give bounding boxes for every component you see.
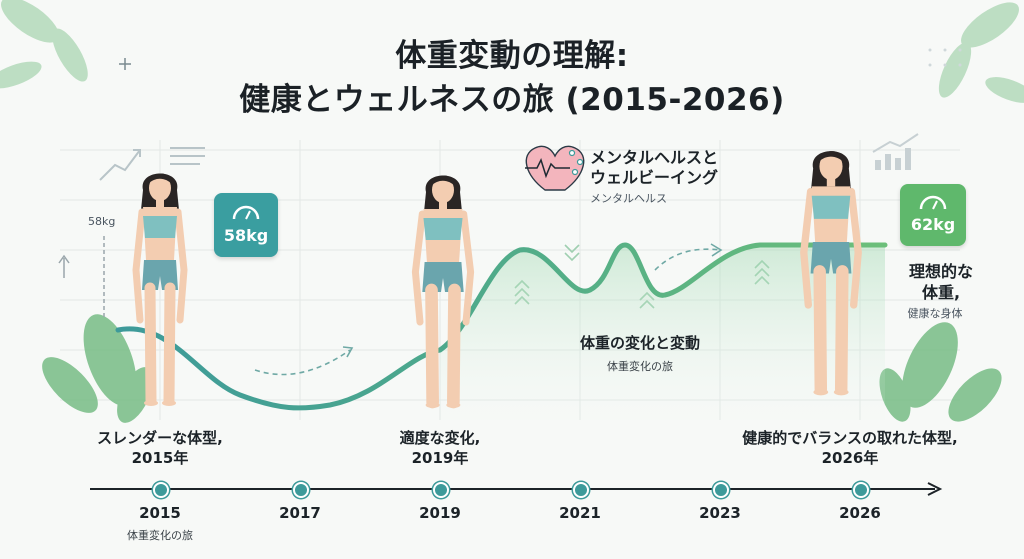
ideal-weight-line2: 体重, <box>921 283 961 302</box>
trend-chart-icon-left <box>99 149 141 181</box>
heart-brain-icon <box>525 145 585 191</box>
figure-caption-2015-line2: 2015年 <box>131 449 189 467</box>
timeline-year-2017: 2017 <box>279 504 321 522</box>
timeline-year-2019: 2019 <box>419 504 461 522</box>
wellbeing-title-line1: メンタルヘルスと <box>590 148 719 167</box>
figure-caption-2019-line1: 適度な変化, <box>399 429 481 447</box>
weight-badge-text: 58kg <box>223 226 269 245</box>
timeline-dot-2015 <box>153 482 169 498</box>
wellbeing-title-line2: ウェルビーイング <box>590 168 719 187</box>
left-axis-weight-label: 58kg <box>88 215 116 228</box>
scale-gauge-icon <box>919 195 947 210</box>
figure-caption-2015-line1: スレンダーな体型, <box>97 429 223 447</box>
wellbeing-subtitle: メンタルヘルス <box>590 192 667 205</box>
scale-badge-62kg: 62kg <box>900 184 966 246</box>
weight-curve <box>115 242 888 411</box>
page-title-line2: 健康とウェルネスの旅 (2015-2026) <box>239 82 785 118</box>
timeline-first-subtitle: 体重変化の旅 <box>127 529 193 542</box>
weight-area <box>440 245 885 420</box>
scale-badge-58kg: 58kg <box>214 193 278 257</box>
ideal-weight-line1: 理想的な <box>908 262 973 281</box>
figure-2026 <box>800 151 862 396</box>
leaf-decoration-top-right-icon <box>938 2 1024 103</box>
timeline-dot-2026 <box>853 482 869 498</box>
figure-2019 <box>411 175 475 409</box>
figure-caption-2026-line1: 健康的でバランスの取れた体型, <box>742 429 958 447</box>
scale-gauge-icon <box>232 205 260 220</box>
figure-caption-2019-line2: 2019年 <box>411 449 469 467</box>
leaf-decoration-bottom-right-icon <box>879 322 1002 422</box>
timeline-dot-2023 <box>713 482 729 498</box>
dot-grid-icon <box>928 48 962 67</box>
timeline-year-2023: 2023 <box>699 504 741 522</box>
page-title-line1: 体重変動の理解: <box>395 38 629 74</box>
timeline-dot-2017 <box>293 482 309 498</box>
weight-badge-text: 62kg <box>910 215 956 234</box>
timeline-arrow-icon <box>927 482 943 496</box>
timeline-year-2026: 2026 <box>839 504 881 522</box>
list-lines-icon <box>170 147 205 165</box>
left-mini-axis <box>58 236 105 320</box>
sparkle-icon <box>119 58 131 70</box>
fluctuation-title: 体重の変化と変動 <box>579 334 700 352</box>
figure-caption-2026-line2: 2026年 <box>821 449 879 467</box>
timeline-year-2021: 2021 <box>559 504 601 522</box>
ideal-weight-subtitle: 健康な身体 <box>907 307 963 320</box>
progress-arrows <box>254 243 723 376</box>
timeline-dot-2021 <box>573 482 589 498</box>
timeline-dot-2019 <box>433 482 449 498</box>
figure-2015 <box>132 173 188 406</box>
timeline-year-2015: 2015 <box>139 504 181 522</box>
bar-chart-icon-right <box>872 133 919 170</box>
leaf-decoration-bottom-left-icon <box>42 314 153 423</box>
leaf-decoration-top-left-icon <box>0 0 88 89</box>
fluctuation-subtitle: 体重変化の旅 <box>607 360 673 373</box>
